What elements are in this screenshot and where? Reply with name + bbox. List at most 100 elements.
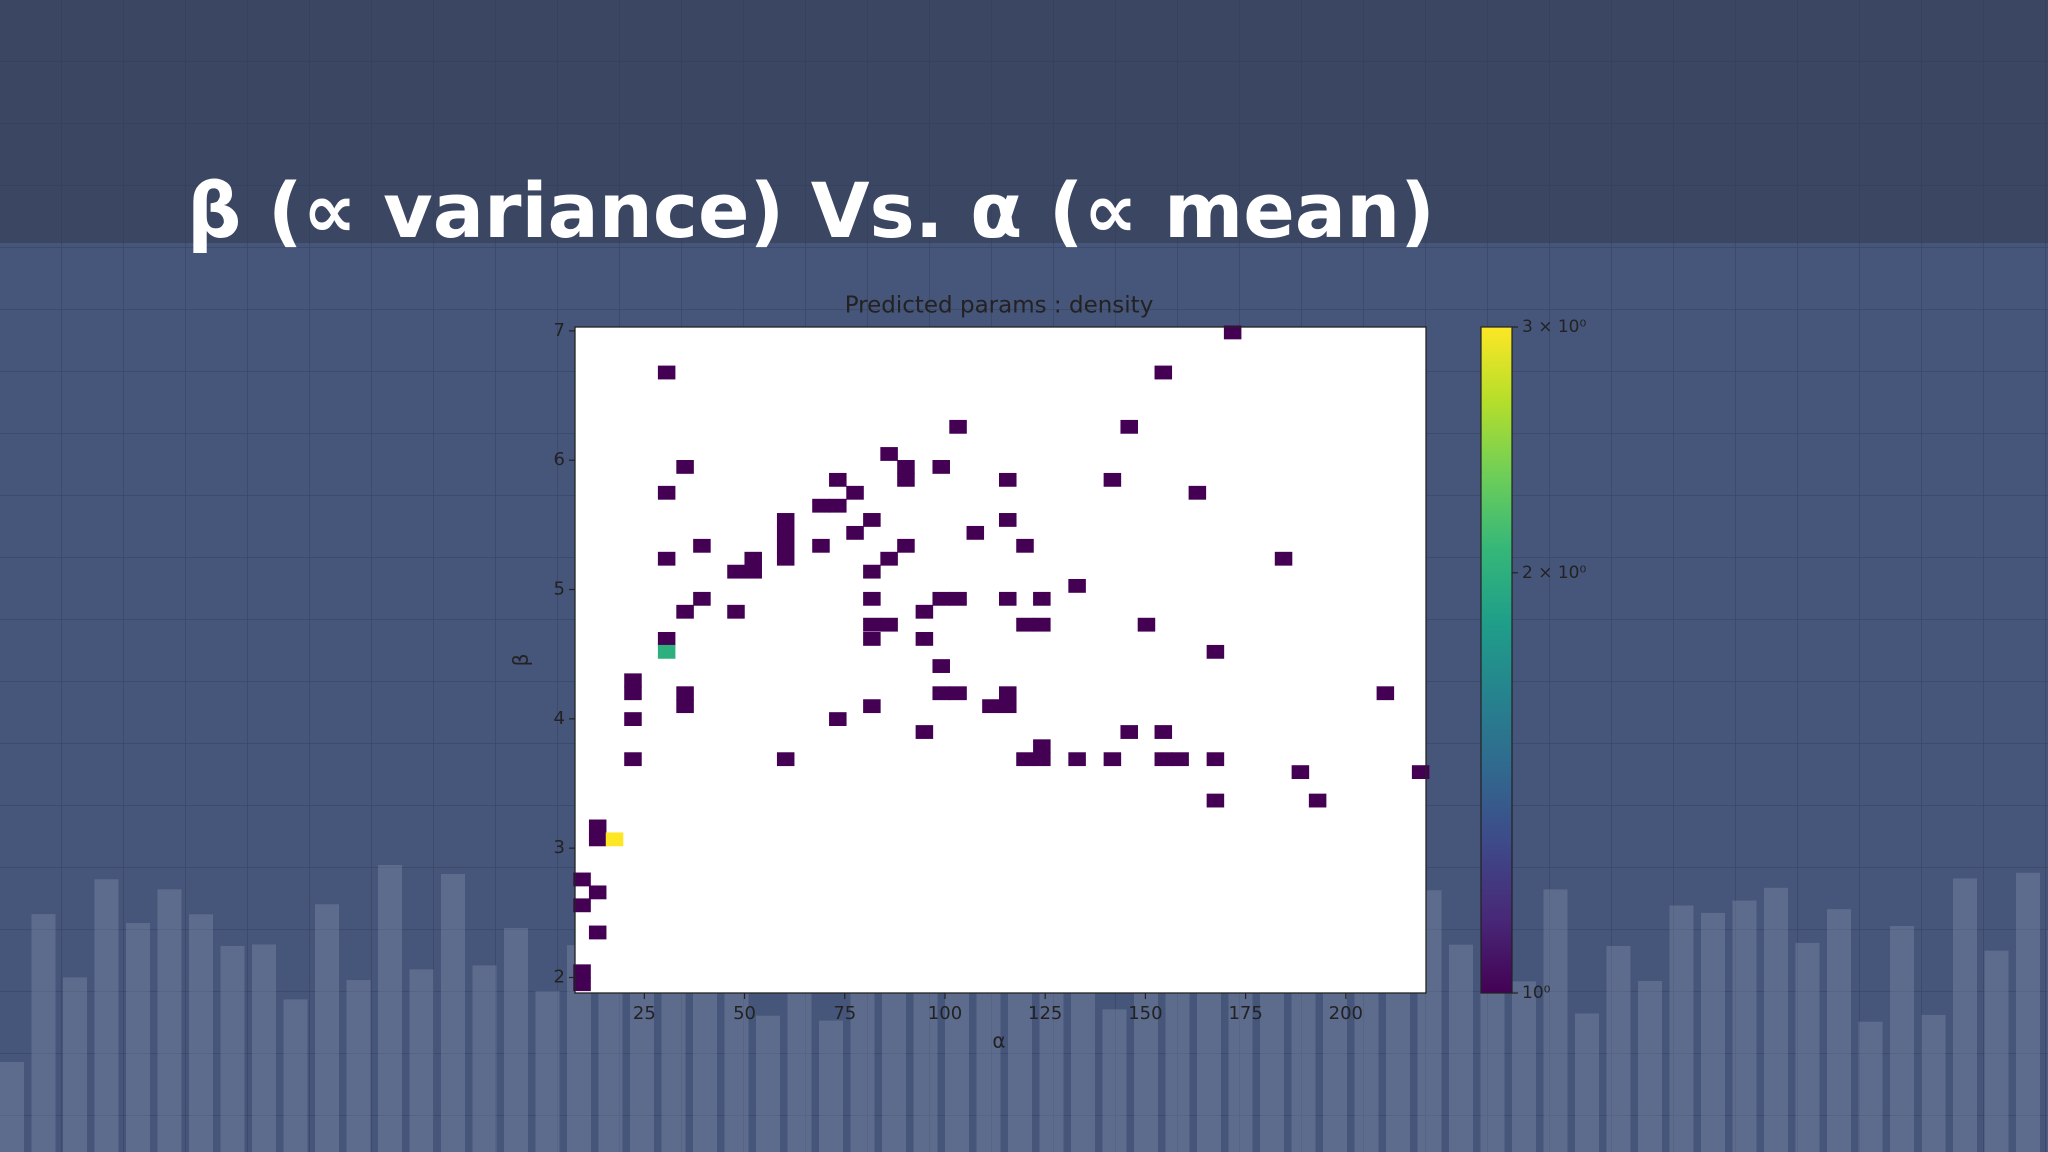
cell [1206,793,1225,808]
cell [863,632,881,646]
decor-bar [1764,887,1788,1152]
decor-bar [535,991,560,1152]
cell [829,472,847,487]
cell [932,686,950,701]
cell [1206,644,1225,659]
cell [999,513,1017,527]
decor-bar [1669,905,1694,1152]
cell [1411,765,1430,780]
decor-bar [504,928,528,1152]
cell [676,699,694,714]
decor-bar [220,945,245,1152]
cell [999,699,1017,714]
cell [776,752,795,767]
x-tick-label: 50 [733,1003,756,1024]
cell [932,659,950,673]
cell [999,472,1017,487]
decor-bar [1984,950,2009,1152]
cell [863,591,881,606]
x-tick-label: 200 [1329,1003,1363,1024]
y-tick-label: 4 [554,708,565,729]
decor-bar [63,977,87,1152]
cell [676,604,694,619]
y-tick-label: 7 [554,320,565,341]
x-tick-label: 75 [833,1003,856,1024]
decor-bar [1858,1021,1883,1152]
cell [573,898,591,913]
decor-bar [1732,900,1757,1152]
cells [573,325,1430,992]
colorbar-tick-label: 2 × 10⁰ [1522,563,1586,583]
cell [657,365,676,380]
cell [880,617,898,632]
cell [1120,725,1138,739]
cell [657,644,676,659]
decor-bar [157,889,182,1152]
decor-bar [409,969,434,1152]
cell [624,712,642,727]
cell [1206,752,1225,767]
cell [863,699,881,714]
decor-bar [0,1062,24,1152]
cell [657,551,676,566]
cell [1154,725,1173,739]
cell [1033,591,1051,606]
cell [1291,765,1310,780]
cell [1308,793,1327,808]
cell [949,686,967,701]
x-tick-label: 100 [928,1003,962,1024]
chart-title: Predicted params : density [845,293,1154,319]
cell [573,872,591,887]
cell [1120,419,1138,434]
decor-bar [94,879,119,1152]
cell [1223,325,1242,340]
cell [1154,365,1173,380]
decor-bar [756,1015,780,1152]
cell [624,752,642,767]
cell [1016,538,1034,553]
plot-area [575,327,1426,993]
cell [744,564,762,579]
cell [897,472,915,487]
cell [863,513,881,527]
cell [1137,617,1156,632]
y-axis-label: β [509,654,533,667]
cell [880,551,898,566]
cell [932,460,950,474]
cell [1171,752,1189,767]
x-tick-label: 175 [1228,1003,1262,1024]
cell [846,485,864,500]
decor-bar [1638,980,1662,1152]
cell [588,885,607,900]
decor-bar [1827,909,1851,1152]
decor-bar [1606,945,1631,1152]
cell [693,591,711,606]
decor-bar [1701,912,1725,1152]
cell [676,686,694,701]
cell [966,525,985,540]
cell [915,632,934,646]
cell [776,551,795,566]
cell [915,604,934,619]
x-tick-label: 150 [1128,1003,1162,1024]
cell [588,925,607,940]
decor-bar [126,923,150,1152]
y-tick-label: 3 [554,837,565,858]
cell [1068,578,1086,593]
decor-bar [1512,981,1536,1152]
decor-bar [1953,878,1977,1152]
cell [727,564,745,579]
colorbar [1480,326,1513,994]
decor-bar [1102,1009,1127,1152]
plot-frame [574,326,1427,994]
cell [1033,752,1051,767]
decor-bar [1543,889,1568,1152]
cell [932,591,950,606]
decor-bar [441,873,465,1152]
cell [1274,551,1293,566]
cell [829,712,847,727]
decor-bar [1890,926,1914,1152]
cell [982,699,1000,714]
cell [949,591,967,606]
